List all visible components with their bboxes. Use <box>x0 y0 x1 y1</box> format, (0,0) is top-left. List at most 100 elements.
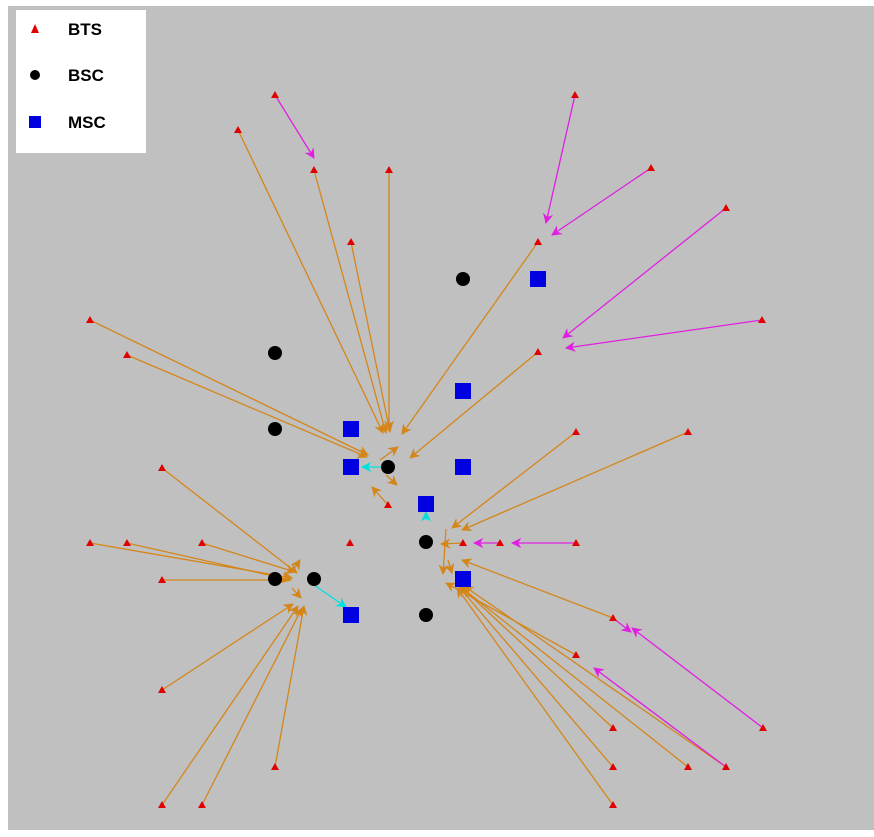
bts-node <box>310 166 318 173</box>
link-bts-bsc <box>385 474 398 486</box>
link-bts-bsc <box>201 607 303 806</box>
bts-node <box>271 91 279 98</box>
bts-node <box>158 686 166 693</box>
bts-node <box>158 464 166 471</box>
bsc-node <box>381 460 395 474</box>
link-bts-bts <box>562 207 727 339</box>
msc-node <box>343 607 359 623</box>
link-bts-bts <box>593 667 727 768</box>
link-bts-bsc <box>461 431 689 532</box>
nodes-layer <box>86 91 767 808</box>
bsc-node <box>419 608 433 622</box>
bts-node <box>347 238 355 245</box>
bts-node <box>759 724 767 731</box>
link-bts-bsc <box>461 558 614 619</box>
bts-node <box>571 91 579 98</box>
bts-node <box>158 801 166 808</box>
bts-node <box>609 801 617 808</box>
link-bts-bsc <box>237 129 384 434</box>
bts-node <box>346 539 354 546</box>
msc-node <box>455 571 471 587</box>
link-bts-bsc <box>444 559 455 574</box>
bts-node <box>158 576 166 583</box>
msc-node <box>418 496 434 512</box>
link-bts-bsc <box>290 587 302 599</box>
msc-node <box>530 271 546 287</box>
link-bts-bts <box>631 627 764 729</box>
link-bts-bts <box>564 319 763 352</box>
bts-node <box>684 763 692 770</box>
link-bts-bsc <box>379 446 399 461</box>
link-bts-bts <box>551 167 652 236</box>
bts-node <box>722 763 730 770</box>
bts-node <box>572 651 580 658</box>
legend: BTS BSC MSC <box>16 10 146 153</box>
bts-node <box>722 204 730 211</box>
link-bts-bsc <box>313 169 389 435</box>
triangle-icon <box>31 24 39 33</box>
legend-label-bts: BTS <box>68 20 102 39</box>
link-bts-bsc <box>126 542 293 584</box>
bts-node <box>534 348 542 355</box>
bts-node <box>198 801 206 808</box>
bsc-node <box>419 535 433 549</box>
link-bts-bsc <box>409 351 539 459</box>
link-bts-bsc <box>458 586 614 768</box>
links-layer <box>89 94 764 806</box>
bts-node <box>572 539 580 546</box>
bts-node <box>385 166 393 173</box>
msc-node <box>343 459 359 475</box>
bsc-node <box>268 572 282 586</box>
link-bts-bsc <box>161 603 294 691</box>
plot-background <box>8 6 874 830</box>
msc-node <box>455 459 471 475</box>
bts-node <box>384 501 392 508</box>
bsc-node <box>307 572 321 586</box>
link-bts-bsc <box>161 467 298 574</box>
link-bts-bsc <box>371 486 389 506</box>
msc-node <box>343 421 359 437</box>
link-bts-bsc <box>438 528 449 576</box>
legend-label-msc: MSC <box>68 113 106 132</box>
link-bts-bsc <box>350 241 394 434</box>
bts-node <box>271 763 279 770</box>
link-bsc-msc <box>313 584 347 608</box>
bts-node <box>572 428 580 435</box>
link-bts-bsc <box>274 604 308 768</box>
link-bts-bts <box>542 94 576 225</box>
link-bts-bsc <box>161 605 299 806</box>
link-bts-bsc <box>451 431 577 529</box>
bts-node <box>198 539 206 546</box>
bts-node <box>609 724 617 731</box>
link-bts-bsc <box>126 354 368 459</box>
legend-item-bts: BTS <box>16 14 146 44</box>
legend-item-msc: MSC <box>16 107 146 137</box>
bts-node <box>459 539 467 546</box>
bts-node <box>123 351 131 358</box>
link-bts-bsc <box>401 241 539 435</box>
bts-node <box>534 238 542 245</box>
square-icon <box>29 116 41 128</box>
legend-item-bsc: BSC <box>16 60 146 90</box>
bsc-node <box>268 346 282 360</box>
link-bts-bsc <box>458 584 614 729</box>
bts-node <box>86 539 94 546</box>
link-bts-bsc <box>290 559 301 571</box>
bts-node <box>496 539 504 546</box>
link-bts-bsc <box>201 542 296 575</box>
bsc-node <box>268 422 282 436</box>
bts-node <box>609 763 617 770</box>
link-bts-bsc <box>456 587 614 806</box>
circle-icon <box>30 70 40 80</box>
bts-node <box>234 126 242 133</box>
link-bts-bsc <box>461 587 689 768</box>
msc-node <box>455 383 471 399</box>
bts-node <box>647 164 655 171</box>
legend-label-bsc: BSC <box>68 66 104 85</box>
bts-node <box>684 428 692 435</box>
link-bts-bsc <box>89 319 369 456</box>
bts-node <box>758 316 766 323</box>
bts-node <box>609 614 617 621</box>
bsc-node <box>456 272 470 286</box>
bts-node <box>123 539 131 546</box>
